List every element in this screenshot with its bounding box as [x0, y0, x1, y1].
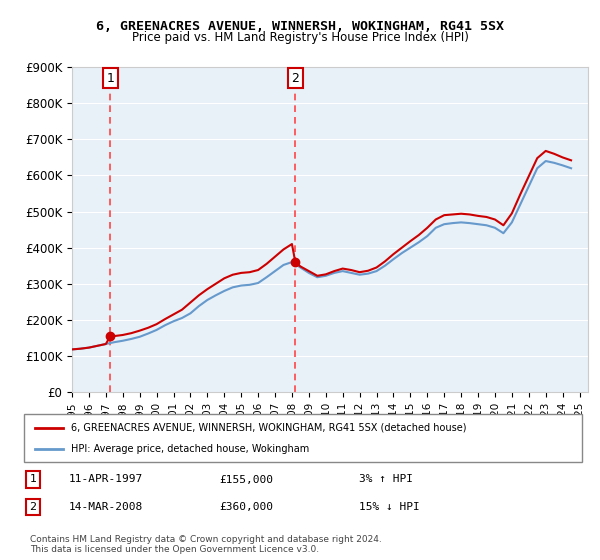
- Text: £360,000: £360,000: [220, 502, 273, 512]
- Text: Contains HM Land Registry data © Crown copyright and database right 2024.
This d: Contains HM Land Registry data © Crown c…: [30, 535, 382, 554]
- Text: £155,000: £155,000: [220, 474, 273, 484]
- Text: 6, GREENACRES AVENUE, WINNERSH, WOKINGHAM, RG41 5SX: 6, GREENACRES AVENUE, WINNERSH, WOKINGHA…: [96, 20, 504, 32]
- Text: 15% ↓ HPI: 15% ↓ HPI: [359, 502, 419, 512]
- Text: HPI: Average price, detached house, Wokingham: HPI: Average price, detached house, Woki…: [71, 444, 310, 454]
- Text: 2: 2: [292, 72, 299, 85]
- Text: Price paid vs. HM Land Registry's House Price Index (HPI): Price paid vs. HM Land Registry's House …: [131, 31, 469, 44]
- Text: 14-MAR-2008: 14-MAR-2008: [68, 502, 143, 512]
- Text: 1: 1: [106, 72, 115, 85]
- Text: 11-APR-1997: 11-APR-1997: [68, 474, 143, 484]
- Text: 2: 2: [29, 502, 37, 512]
- FancyBboxPatch shape: [24, 414, 582, 462]
- Text: 1: 1: [29, 474, 37, 484]
- Text: 3% ↑ HPI: 3% ↑ HPI: [359, 474, 413, 484]
- Text: 6, GREENACRES AVENUE, WINNERSH, WOKINGHAM, RG41 5SX (detached house): 6, GREENACRES AVENUE, WINNERSH, WOKINGHA…: [71, 423, 467, 433]
